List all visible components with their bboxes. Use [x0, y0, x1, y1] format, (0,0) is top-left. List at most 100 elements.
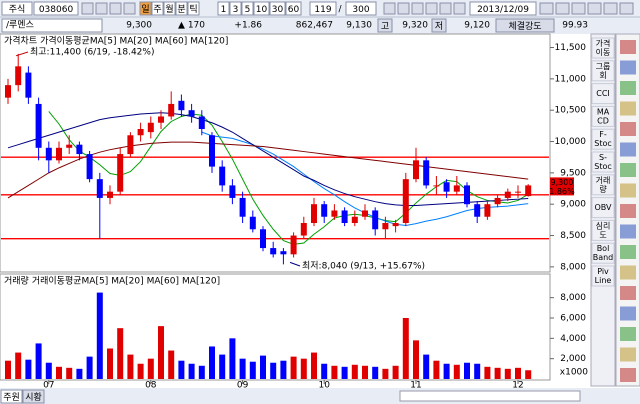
tool-icon[interactable] [555, 2, 570, 15]
indicator-button[interactable] [591, 83, 615, 105]
tool-icon[interactable] [397, 2, 410, 15]
date-input[interactable]: 2013/12/09 [477, 5, 529, 15]
indicator-button[interactable] [591, 219, 615, 241]
indicator-label[interactable]: 가격 [596, 38, 611, 48]
tool-icon[interactable] [620, 142, 636, 157]
indicator-label[interactable]: MA [597, 107, 610, 116]
count-input[interactable]: 119 [314, 5, 331, 15]
tab[interactable]: 시황 [25, 392, 42, 403]
indicator-button[interactable] [591, 174, 615, 196]
indicator-label[interactable]: 심리 [596, 220, 611, 230]
indicator-label[interactable]: F- [599, 130, 607, 139]
tool-icon[interactable] [81, 2, 94, 15]
tool-icon[interactable] [620, 265, 636, 280]
period-button-box[interactable] [139, 1, 152, 16]
code-input[interactable]: 038060 [39, 5, 74, 15]
period-button-box[interactable] [175, 1, 188, 16]
minute-button[interactable]: 60 [288, 5, 300, 15]
tool-icon[interactable] [620, 183, 636, 198]
tool-icon[interactable] [620, 286, 636, 300]
minute-button-box[interactable] [269, 1, 286, 16]
tool-icon[interactable] [539, 2, 554, 15]
indicator-label[interactable]: Band [593, 253, 614, 262]
minute-button-box[interactable] [217, 1, 230, 16]
indicator-button[interactable] [591, 151, 615, 173]
indicator-button[interactable] [591, 265, 615, 287]
tool-icon[interactable] [620, 306, 636, 321]
indicator-label[interactable]: OBV [594, 203, 612, 212]
period-button-box[interactable] [187, 1, 200, 16]
high-label[interactable]: 고 [381, 22, 389, 32]
tool-icon[interactable] [453, 2, 466, 15]
market-select[interactable]: 주식 [9, 4, 26, 15]
period-button[interactable]: 주 [153, 4, 161, 15]
minute-button-box[interactable] [241, 1, 254, 16]
period-button[interactable]: 틱 [189, 3, 197, 15]
indicator-label[interactable]: CD [597, 116, 609, 125]
tool-icon[interactable] [603, 2, 618, 15]
indicator-button[interactable] [591, 128, 615, 150]
tool-icon[interactable] [425, 2, 438, 15]
tool-icon[interactable] [620, 224, 636, 239]
tool-icon[interactable] [620, 122, 636, 136]
scrollbar[interactable] [399, 390, 581, 402]
strength-label[interactable]: 체결강도 [508, 21, 541, 32]
indicator-label[interactable]: 거래 [596, 176, 611, 185]
tool-icon[interactable] [620, 327, 636, 341]
tool-icon[interactable] [587, 2, 602, 15]
indicator-label[interactable]: Stoc [594, 162, 612, 171]
low-label-box[interactable] [431, 18, 447, 33]
date-input-box[interactable] [469, 1, 537, 16]
tool-icon[interactable] [619, 2, 634, 15]
tool-icon[interactable] [620, 347, 636, 362]
tool-icon[interactable] [439, 2, 452, 15]
period-button[interactable]: 분 [177, 4, 185, 15]
tab-box[interactable] [22, 389, 45, 404]
period-button[interactable]: 월 [165, 3, 173, 15]
tool-icon[interactable] [109, 2, 122, 15]
indicator-label[interactable]: 량 [599, 184, 607, 194]
count-input-box[interactable] [309, 1, 337, 16]
minute-button-box[interactable] [253, 1, 270, 16]
minute-button-box[interactable] [229, 1, 242, 16]
indicator-label[interactable]: S- [599, 153, 607, 162]
code-input-box[interactable] [33, 1, 79, 16]
tool-icon[interactable] [411, 2, 424, 15]
tool-icon[interactable] [620, 40, 636, 54]
tab-box[interactable] [0, 389, 23, 404]
indicator-button[interactable] [591, 242, 615, 264]
indicator-label[interactable]: 회 [599, 71, 606, 80]
indicator-button[interactable] [591, 105, 615, 127]
low-label[interactable]: 저 [435, 21, 443, 32]
tool-icon[interactable] [383, 2, 396, 15]
tool-icon[interactable] [620, 368, 636, 382]
tab[interactable]: 주원 [3, 392, 20, 403]
minute-button[interactable]: 5 [245, 5, 251, 15]
tool-icon[interactable] [620, 163, 636, 177]
total-input-box[interactable] [345, 1, 377, 16]
tool-icon[interactable] [123, 2, 136, 15]
high-label-box[interactable] [377, 18, 393, 33]
period-button-box[interactable] [151, 1, 164, 16]
indicator-label[interactable]: Piv [597, 267, 609, 276]
tool-icon[interactable] [95, 2, 108, 15]
indicator-label[interactable]: CCI [596, 89, 610, 98]
indicator-button[interactable] [591, 197, 615, 219]
tool-icon[interactable] [571, 2, 586, 15]
tool-icon[interactable] [620, 60, 636, 75]
indicator-label[interactable]: 이동 [596, 47, 611, 57]
indicator-label[interactable]: Stoc [594, 139, 612, 148]
period-button-box[interactable] [163, 1, 176, 16]
minute-button[interactable]: 1 [221, 5, 227, 15]
indicator-label[interactable]: 그룹 [596, 62, 611, 71]
period-button[interactable]: 일 [141, 4, 149, 15]
minute-button[interactable]: 30 [272, 5, 284, 15]
indicator-label[interactable]: 도 [599, 230, 606, 239]
indicator-button[interactable] [591, 60, 615, 82]
tool-icon[interactable] [620, 245, 636, 259]
minute-button[interactable]: 10 [256, 5, 268, 15]
tool-icon[interactable] [620, 81, 636, 95]
tool-icon[interactable] [620, 204, 636, 218]
minute-button-box[interactable] [285, 1, 302, 16]
minute-button[interactable]: 3 [233, 5, 239, 15]
